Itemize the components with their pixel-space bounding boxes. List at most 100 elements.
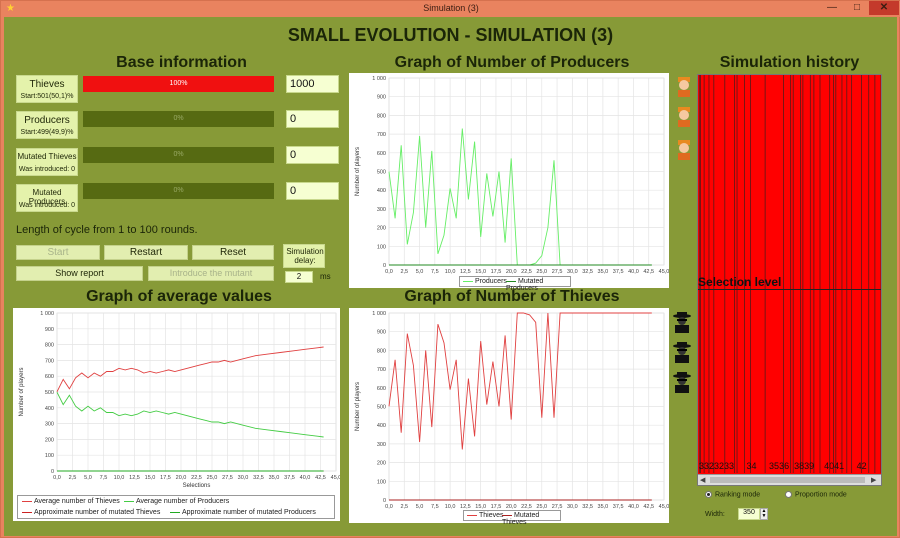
y-axis-label: Number of players — [355, 382, 361, 431]
x-tick-label: 40,0 — [628, 504, 639, 510]
y-axis-label: Number of players — [19, 367, 25, 416]
thieves-percent: 100% — [169, 80, 188, 87]
x-tick-label: 27,5 — [552, 269, 563, 275]
x-tick-label: 0,0 — [385, 269, 393, 275]
x-tick-label: 32,5 — [582, 269, 593, 275]
x-tick-label: 2,5 — [400, 269, 408, 275]
x-tick-label: 35,0 — [598, 504, 609, 510]
maximize-button[interactable]: □ — [853, 2, 861, 13]
legend-thieves: Thieves — [467, 512, 504, 519]
start-button[interactable]: Start — [16, 245, 100, 260]
y-tick-label: 500 — [377, 170, 386, 176]
window-title: Simulation (3) — [423, 3, 479, 13]
x-tick-label: 15,0 — [475, 269, 486, 275]
x-tick-label: 17,5 — [491, 504, 502, 510]
y-tick-label: 100 — [377, 244, 386, 250]
x-tick-label: 15,0 — [145, 475, 156, 481]
x-tick-label: 32,5 — [253, 475, 264, 481]
x-tick-label: 12,5 — [460, 269, 471, 275]
y-tick-label: 1 000 — [372, 311, 386, 317]
x-tick-label: 5,0 — [416, 504, 424, 510]
close-button[interactable]: ✕ — [869, 1, 899, 15]
x-tick-label: 32,5 — [582, 504, 593, 510]
minimize-button[interactable]: — — [827, 2, 837, 13]
mutated-thieves-percent: 0% — [173, 151, 184, 158]
proportion-mode-radio[interactable]: Proportion mode — [785, 491, 847, 498]
x-tick-label: 42,5 — [643, 269, 654, 275]
x-tick-label: 0,0 — [385, 504, 393, 510]
thieves-label: Thieves — [29, 79, 65, 90]
simulation-delay-input[interactable]: 2 — [285, 271, 313, 283]
x-tick-label: 20,0 — [506, 504, 517, 510]
y-tick-label: 200 — [377, 461, 386, 467]
y-tick-label: 800 — [45, 343, 54, 349]
series-line-0 — [388, 312, 652, 450]
history-lines — [698, 75, 881, 473]
y-tick-label: 500 — [45, 390, 54, 396]
x-axis-label: Selections — [183, 483, 211, 489]
y-axis-label: Number of players — [355, 147, 361, 196]
y-tick-label: 300 — [377, 442, 386, 448]
history-title: Simulation history — [719, 54, 860, 71]
thieves-chart-title: Graph of Number of Thieves — [404, 288, 620, 305]
title-bar[interactable]: ★ Simulation (3) — □ ✕ — [1, 1, 900, 17]
width-spinner-input[interactable]: 350 — [738, 508, 760, 520]
producers-chart: 0 100 200 300 400 500 600 700 800 900 1 000 0,0 2,5 5… — [355, 76, 669, 283]
x-tick-label: 35,0 — [269, 475, 280, 481]
x-tick-label: 45,0 — [331, 475, 340, 481]
thieves-info-button[interactable]: Thieves Start:501(50,1)% — [16, 75, 78, 103]
history-bottom-labels: 3323233 34 3536 3839 4041 42 — [699, 461, 867, 471]
x-tick-label: 37,5 — [613, 269, 624, 275]
mutated-producers-progress: 0% — [83, 183, 274, 199]
thief-face-icon — [672, 372, 691, 394]
y-tick-label: 600 — [45, 374, 54, 380]
x-tick-label: 37,5 — [613, 504, 624, 510]
y-tick-label: 400 — [377, 423, 386, 429]
x-tick-label: 25,0 — [536, 269, 547, 275]
x-tick-label: 45,0 — [659, 269, 669, 275]
radio-selected-icon — [705, 491, 712, 498]
thieves-chart: 0 100 200 300 400 500 600 700 800 900 1 000 0,0 2,5 5… — [355, 311, 669, 518]
width-spinner-arrows-icon[interactable]: ▲ ▼ — [760, 508, 768, 520]
progress-fill — [83, 76, 274, 92]
history-scrollbar[interactable]: ◀ ▶ — [698, 474, 881, 485]
restart-button[interactable]: Restart — [104, 245, 188, 260]
x-tick-label: 45,0 — [659, 504, 669, 510]
x-tick-label: 10,0 — [114, 475, 125, 481]
scroll-left-arrow-icon[interactable]: ◀ — [700, 477, 706, 484]
mutated-thieves-info-button[interactable]: Mutated Thieves Was introduced: 0 — [16, 148, 78, 176]
mutated-producers-info-button[interactable]: Mutated Producers Was introduced: 0 — [16, 184, 78, 212]
producers-info-button[interactable]: Producers Start:499(49,9)% — [16, 111, 78, 139]
legend-mutated-producers-series: Mutated Producers — [506, 278, 544, 292]
mutated-producers-introduced: Was introduced: 0 — [18, 202, 76, 209]
mutated-producers-percent: 0% — [173, 187, 184, 194]
x-tick-label: 22,5 — [521, 269, 532, 275]
x-tick-label: 15,0 — [475, 504, 486, 510]
y-tick-label: 600 — [377, 151, 386, 157]
x-tick-label: 27,5 — [552, 504, 563, 510]
x-tick-label: 7,5 — [431, 269, 439, 275]
x-tick-label: 7,5 — [431, 504, 439, 510]
x-tick-label: 40,0 — [300, 475, 311, 481]
y-tick-label: 0 — [51, 469, 54, 475]
introduce-mutant-button[interactable]: Introduce the mutant — [148, 266, 274, 281]
producers-chart-title: Graph of Number of Producers — [394, 54, 630, 71]
reset-button[interactable]: Reset — [192, 245, 274, 260]
x-tick-label: 37,5 — [284, 475, 295, 481]
show-report-button[interactable]: Show report — [16, 266, 143, 281]
x-tick-label: 22,5 — [191, 475, 202, 481]
mutated-thieves-count: 0 — [286, 146, 339, 164]
average-chart: 0 100 200 300 400 500 600 700 800 900 1 000 0,0 2,5 5… — [19, 311, 341, 489]
simulation-history-panel[interactable]: Selection level 3323233 34 3536 3839 404… — [697, 74, 882, 486]
ranking-mode-radio[interactable]: Ranking mode — [705, 491, 760, 498]
scroll-right-arrow-icon[interactable]: ▶ — [871, 477, 877, 484]
x-tick-label: 40,0 — [628, 269, 639, 275]
y-tick-label: 800 — [377, 348, 386, 354]
x-tick-label: 5,0 — [84, 475, 92, 481]
x-tick-label: 17,5 — [491, 269, 502, 275]
scroll-thumb[interactable] — [710, 477, 865, 483]
x-tick-label: 25,0 — [536, 504, 547, 510]
x-tick-label: 35,0 — [598, 269, 609, 275]
base-info-title: Base information — [116, 54, 247, 71]
